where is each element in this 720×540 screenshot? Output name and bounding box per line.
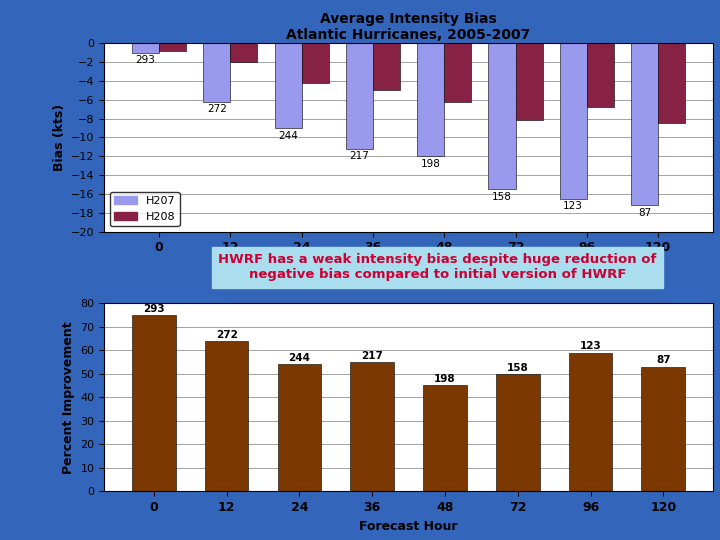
- Bar: [516, 43, 543, 120]
- Bar: [417, 43, 444, 156]
- Text: 217: 217: [349, 152, 369, 161]
- Bar: [132, 43, 159, 52]
- Bar: [373, 43, 400, 90]
- Bar: [587, 43, 614, 107]
- Bar: [444, 43, 472, 102]
- Bar: [569, 353, 613, 491]
- Text: 198: 198: [434, 374, 456, 384]
- Text: 217: 217: [361, 351, 383, 361]
- Bar: [658, 43, 685, 123]
- Bar: [203, 43, 230, 102]
- Text: 198: 198: [420, 159, 441, 169]
- Text: 293: 293: [135, 56, 156, 65]
- Text: 87: 87: [656, 355, 670, 366]
- Bar: [496, 374, 539, 491]
- Bar: [559, 43, 587, 199]
- Bar: [230, 43, 258, 62]
- Bar: [132, 315, 176, 491]
- Bar: [423, 386, 467, 491]
- Bar: [346, 43, 373, 148]
- Bar: [278, 364, 321, 491]
- Legend: H207, H208: H207, H208: [110, 192, 179, 226]
- Y-axis label: Bias (kts): Bias (kts): [53, 104, 66, 171]
- X-axis label: Forecast Hour: Forecast Hour: [359, 519, 458, 532]
- Text: 244: 244: [289, 353, 310, 363]
- Text: 244: 244: [278, 131, 298, 141]
- Bar: [302, 43, 329, 83]
- Text: 272: 272: [216, 329, 238, 340]
- Bar: [351, 362, 394, 491]
- Text: 123: 123: [580, 341, 601, 352]
- Bar: [488, 43, 516, 189]
- Bar: [642, 367, 685, 491]
- Text: 123: 123: [563, 201, 583, 211]
- Title: Average Intensity Bias
Atlantic Hurricanes, 2005-2007: Average Intensity Bias Atlantic Hurrican…: [287, 12, 531, 42]
- Text: 158: 158: [507, 362, 528, 373]
- Y-axis label: Percent Improvement: Percent Improvement: [62, 321, 75, 474]
- Bar: [631, 43, 658, 205]
- Text: HWRF has a weak intensity bias despite huge reduction of
negative bias compared : HWRF has a weak intensity bias despite h…: [218, 253, 657, 281]
- Text: 272: 272: [207, 104, 227, 114]
- Text: 293: 293: [143, 303, 165, 314]
- Bar: [159, 43, 186, 51]
- Bar: [204, 341, 248, 491]
- Text: 158: 158: [492, 192, 512, 202]
- Text: 87: 87: [638, 208, 651, 218]
- Bar: [274, 43, 302, 128]
